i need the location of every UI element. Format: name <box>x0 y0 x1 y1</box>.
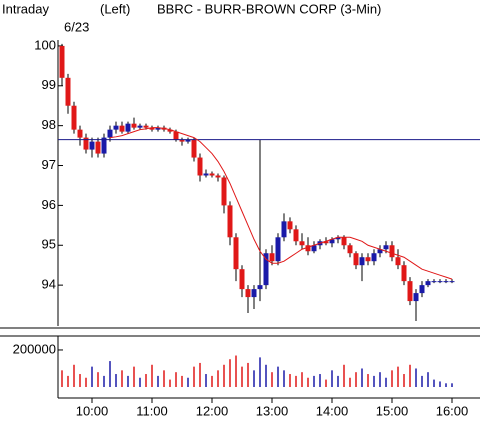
axis-side: (Left) <box>100 1 130 16</box>
candle-body <box>311 245 317 252</box>
candle-body <box>209 173 215 176</box>
candle-body <box>359 257 365 266</box>
candle-body <box>233 237 239 270</box>
candle-body <box>293 229 299 242</box>
candle-body <box>149 127 155 130</box>
x-tick-label: 10:00 <box>76 403 109 418</box>
candle-body <box>95 141 101 154</box>
candle-body <box>239 269 245 290</box>
y-tick-label: 94 <box>42 277 56 292</box>
candle-body <box>371 253 377 262</box>
candle-body <box>143 125 149 128</box>
candle-body <box>305 245 311 252</box>
y-tick-label: 95 <box>42 237 56 252</box>
candle-body <box>431 281 437 283</box>
candle-body <box>113 125 119 130</box>
candle-body <box>287 221 293 230</box>
y-tick-label: 98 <box>42 117 56 132</box>
candle-body <box>281 221 287 238</box>
x-tick-label: 11:00 <box>136 403 168 418</box>
chart-mode: Intraday <box>2 1 49 16</box>
y-tick-label: 97 <box>42 157 56 172</box>
candle-body <box>191 139 197 158</box>
candle-body <box>377 249 383 254</box>
candle-body <box>443 281 449 283</box>
candle-body <box>137 125 143 128</box>
candle-body <box>227 205 233 238</box>
candle-body <box>83 137 89 150</box>
chart-date: 6/23 <box>64 19 89 34</box>
candle-body <box>383 245 389 250</box>
candle-body <box>425 281 431 286</box>
candle-body <box>419 285 425 294</box>
candle-body <box>197 157 203 176</box>
candle-body <box>341 237 347 246</box>
x-tick-label: 13:00 <box>256 403 289 418</box>
candle-body <box>245 289 251 298</box>
candle-body <box>221 177 227 206</box>
candle-body <box>347 245 353 254</box>
candle-body <box>257 285 263 290</box>
candle-body <box>335 237 341 240</box>
candle-body <box>107 129 113 138</box>
candle-body <box>119 125 125 132</box>
y-tick-label: 99 <box>42 77 56 92</box>
candle-body <box>131 123 137 128</box>
candle-body <box>269 253 275 262</box>
candle-body <box>215 175 221 178</box>
candle-body <box>155 127 161 130</box>
candle-body <box>299 241 305 246</box>
candle-body <box>353 253 359 266</box>
candle-body <box>365 257 371 262</box>
y-tick-label: 96 <box>42 197 56 212</box>
candle-body <box>101 137 107 154</box>
candle-body <box>125 123 131 132</box>
volume-tick-label: 200000 <box>13 341 56 356</box>
candle-body <box>275 237 281 262</box>
candle-body <box>323 241 329 244</box>
candle-body <box>413 293 419 302</box>
candle-body <box>263 253 269 286</box>
x-tick-label: 16:00 <box>436 403 469 418</box>
candle-body <box>203 173 209 176</box>
candle-body <box>89 141 95 150</box>
candle-body <box>329 239 335 244</box>
candle-body <box>65 77 71 106</box>
y-tick-label: 100 <box>34 37 56 52</box>
candle-body <box>185 139 191 142</box>
chart-title: BBRC - BURR-BROWN CORP (3-Min) <box>157 1 381 16</box>
candle-body <box>395 257 401 266</box>
candle-body <box>179 139 185 142</box>
x-tick-label: 12:00 <box>196 403 229 418</box>
x-tick-label: 14:00 <box>316 403 349 418</box>
candle-body <box>71 105 77 130</box>
candle-body <box>59 45 65 78</box>
candle-body <box>401 265 407 282</box>
candle-body <box>167 129 173 132</box>
candle-body <box>77 129 83 138</box>
candle-body <box>173 131 179 140</box>
candle-body <box>437 281 443 283</box>
candle-body <box>251 289 257 298</box>
moving-average <box>109 127 453 280</box>
candle-body <box>449 281 455 283</box>
candle-body <box>389 245 395 258</box>
candle-body <box>407 281 413 302</box>
x-tick-label: 15:00 <box>376 403 409 418</box>
